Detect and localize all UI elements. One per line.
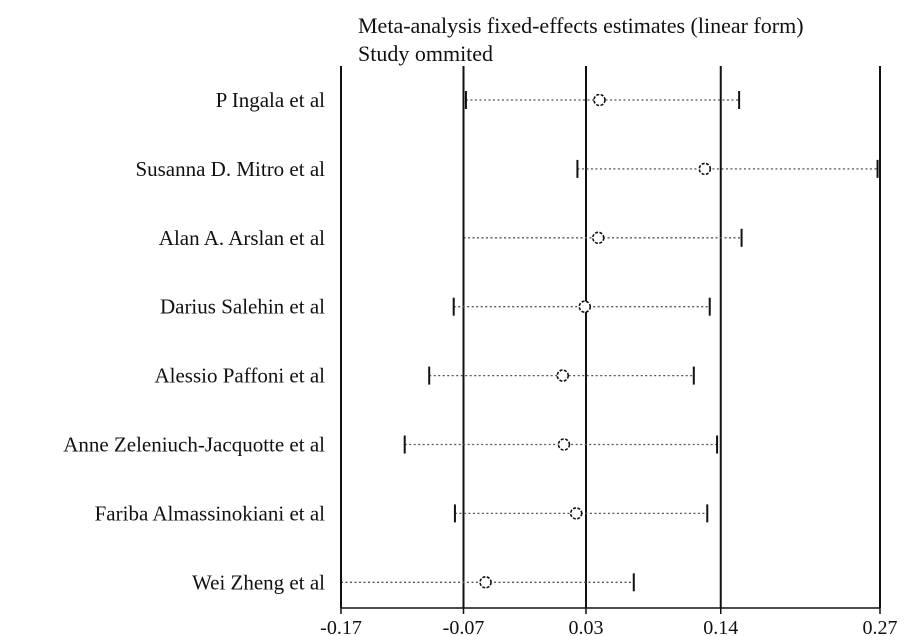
study-label: Alan A. Arslan et al [159, 226, 325, 250]
study-label: Wei Zheng et al [192, 570, 325, 594]
x-tick-label: -0.17 [320, 617, 362, 636]
point-estimate [578, 300, 592, 314]
point-estimate [556, 369, 570, 382]
point-estimate [569, 507, 583, 520]
x-tick-label: 0.27 [863, 617, 898, 636]
study-label: Alessio Paffoni et al [154, 364, 325, 388]
x-tick-label: 0.03 [569, 617, 604, 636]
chart-title: Meta-analysis fixed-effects estimates (l… [358, 13, 804, 38]
point-estimate [557, 438, 571, 451]
x-tick-label: 0.14 [703, 617, 738, 636]
chart-subtitle: Study ommited [358, 41, 494, 66]
x-tick-label: -0.07 [443, 617, 485, 636]
point-estimate [593, 93, 606, 107]
study-label: Anne Zeleniuch-Jacquotte et al [63, 433, 325, 457]
point-estimate [479, 575, 492, 589]
study-label: Darius Salehin et al [160, 295, 325, 319]
study-label: P Ingala et al [216, 88, 326, 112]
study-label: Susanna D. Mitro et al [135, 157, 325, 181]
point-estimate [591, 231, 605, 245]
point-estimate [698, 162, 712, 176]
chart-title-block: Meta-analysis fixed-effects estimates (l… [358, 12, 804, 68]
study-label: Fariba Almassinokiani et al [95, 501, 326, 525]
